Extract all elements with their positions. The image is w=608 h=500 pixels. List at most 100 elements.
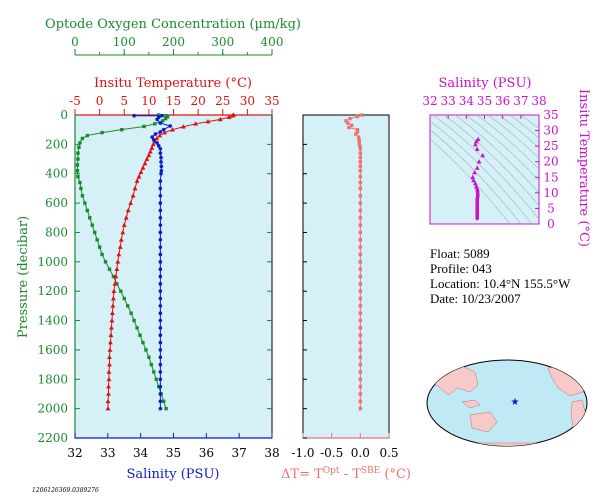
temperature-point <box>142 160 148 166</box>
salinity-axis-title: Salinity (PSU) <box>127 467 220 482</box>
ts-salinity-tick-label: 35 <box>477 94 492 108</box>
oxygen-tick-label: 400 <box>261 35 284 49</box>
salinity-point <box>158 348 163 352</box>
oxygen-point <box>79 186 83 191</box>
ts-temperature-tick-label: 20 <box>543 155 558 169</box>
delta-point <box>358 160 363 164</box>
location: Location: 10.4°N 155.5°W <box>430 276 571 291</box>
salinity-point <box>159 160 163 164</box>
temperature-point <box>110 310 115 316</box>
salinity-profile-line <box>134 115 172 409</box>
ts-point <box>475 216 480 221</box>
delta-point <box>356 135 361 139</box>
delta-point <box>358 267 363 271</box>
delta-point <box>354 132 358 136</box>
salinity-point <box>158 274 163 279</box>
delta-point <box>348 116 352 121</box>
ts-point <box>480 152 486 158</box>
delta-point <box>358 216 363 220</box>
delta-point <box>358 377 363 381</box>
map-land-antarctica <box>429 442 587 446</box>
temperature-point <box>114 266 120 271</box>
oxygen-point <box>78 180 82 185</box>
salinity-point <box>158 355 163 360</box>
delta-point <box>358 289 363 293</box>
oxygen-point <box>78 141 82 145</box>
delta-point <box>358 406 363 411</box>
delta-point <box>358 238 363 242</box>
pressure-tick-label: 400 <box>45 167 68 181</box>
salinity-point <box>158 340 163 345</box>
salinity-point <box>153 132 158 136</box>
salinity-point <box>158 208 163 213</box>
oxygen-point <box>119 289 123 293</box>
oxygen-point <box>115 282 119 286</box>
salinity-tick-label: 36 <box>199 446 214 460</box>
temperature-point <box>118 237 124 242</box>
temperature-point <box>108 339 113 345</box>
temperature-point <box>170 127 175 132</box>
delta-point <box>347 125 351 130</box>
oxygen-point <box>138 333 142 337</box>
salinity-point <box>158 151 163 155</box>
temperature-point <box>230 113 235 118</box>
salinity-point <box>158 296 163 301</box>
oxygen-point <box>120 127 124 132</box>
salinity-point <box>159 164 164 169</box>
salinity-point <box>158 245 163 249</box>
oxygen-point <box>132 318 136 323</box>
delta-point <box>358 194 363 198</box>
oxygen-point <box>85 133 90 138</box>
ts-temperature-tick-label: 0 <box>547 217 555 231</box>
salinity-tick-label: 33 <box>100 446 115 460</box>
oxygen-tick-label: 200 <box>162 35 185 49</box>
salinity-point <box>155 117 159 122</box>
temperature-point <box>193 121 199 126</box>
temperature-point <box>130 193 136 198</box>
delta-point <box>346 121 350 125</box>
delta-point <box>358 223 363 227</box>
temperature-point <box>157 132 163 138</box>
delta-point <box>357 141 361 145</box>
temperature-point <box>115 259 121 264</box>
pressure-tick-label: 1400 <box>37 314 68 328</box>
salinity-point <box>155 141 159 145</box>
temperature-point <box>144 156 150 161</box>
oxygen-axis-ticks: 0 100 200 300 400 <box>71 35 283 55</box>
ts-salinity-tick-label: 37 <box>513 94 528 108</box>
oxygen-point <box>100 252 104 257</box>
delta-point <box>358 186 363 191</box>
oxygen-point <box>154 377 158 381</box>
oxygen-tick-label: 100 <box>113 35 136 49</box>
temperature-point <box>138 169 144 175</box>
temperature-tick-label: 15 <box>166 94 181 108</box>
delta-point <box>358 304 363 308</box>
temperature-point <box>106 391 111 396</box>
ts-temperature-tick-label: 10 <box>543 186 558 200</box>
delta-point <box>358 245 363 249</box>
temperature-point <box>105 398 111 404</box>
profile-number: Profile: 043 <box>430 261 492 276</box>
ts-point <box>470 174 476 180</box>
temperature-axis-title: Insitu Temperature (°C) <box>94 76 252 91</box>
oxygen-point <box>147 355 151 359</box>
oxygen-point <box>122 296 126 301</box>
delta-point <box>358 326 363 330</box>
pressure-tick-label: 600 <box>45 196 68 210</box>
pressure-tick-label: 0 <box>60 108 68 122</box>
float-location-star-icon: ★ <box>511 397 520 408</box>
oxygen-point <box>141 340 145 345</box>
ts-point <box>474 146 480 152</box>
temperature-point <box>128 200 134 205</box>
salinity-point <box>158 377 163 382</box>
delta-point <box>358 180 363 185</box>
temperature-point <box>109 317 115 323</box>
temperature-point <box>150 141 156 147</box>
salinity-point <box>158 384 163 389</box>
density-contour <box>476 115 539 170</box>
main-plot-area <box>74 114 273 439</box>
delta-point <box>358 392 363 396</box>
temperature-point <box>149 145 155 150</box>
salinity-point <box>132 113 136 118</box>
